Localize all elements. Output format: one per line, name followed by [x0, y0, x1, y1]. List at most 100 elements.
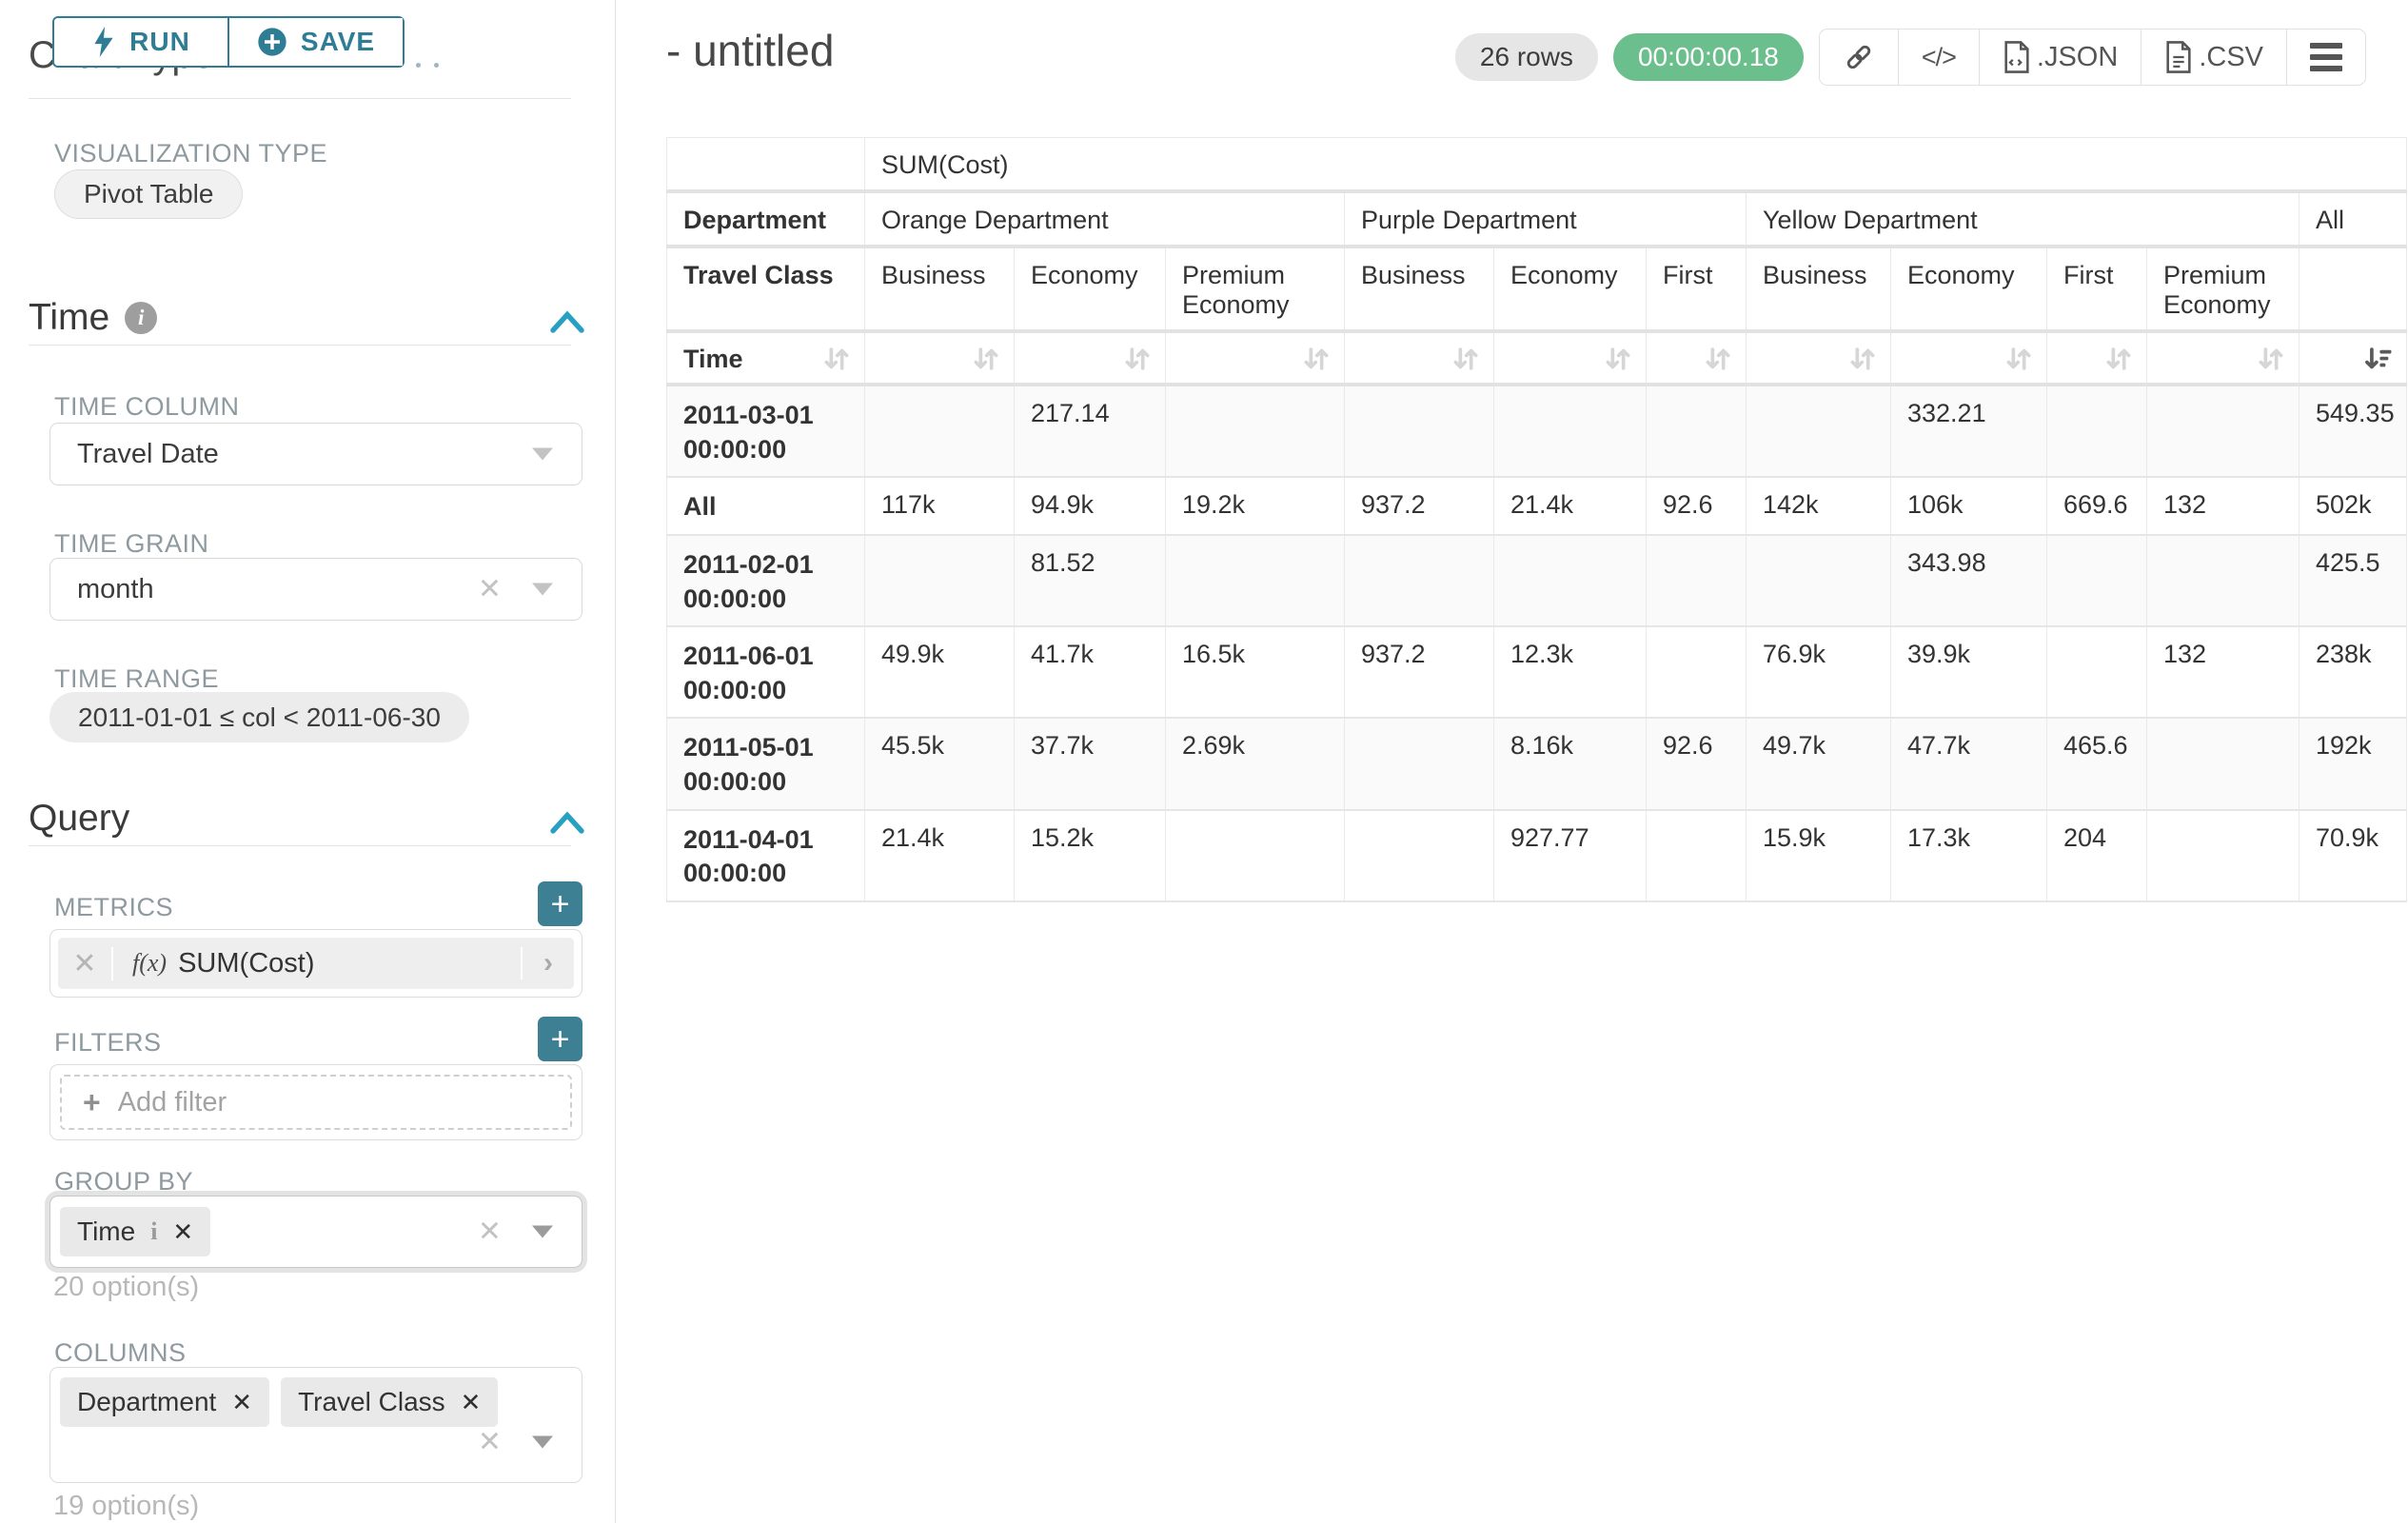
sort-icon[interactable]	[1300, 343, 1332, 375]
code-icon: </>	[1921, 42, 1957, 71]
add-filter-label: Add filter	[117, 1086, 227, 1118]
collapse-chevron-icon[interactable]	[550, 310, 584, 333]
pivot-value-cell	[1344, 809, 1494, 901]
chart-title[interactable]: - untitled	[666, 26, 835, 75]
pivot-value-cell: 37.7k	[1014, 718, 1166, 810]
pivot-class-header: Business	[1344, 247, 1494, 331]
pivot-value-cell	[1165, 534, 1345, 627]
pivot-value-cell: 217.14	[1014, 385, 1166, 478]
metrics-box: ✕ f(x) SUM(Cost) ›	[49, 929, 582, 998]
pivot-value-cell: 47.7k	[1890, 718, 2047, 810]
clear-icon[interactable]: ✕	[477, 1426, 502, 1458]
pivot-sort-cell	[1165, 331, 1345, 385]
sort-icon[interactable]	[1121, 343, 1154, 375]
json-file-icon	[2004, 41, 2029, 73]
sort-icon[interactable]	[1702, 343, 1734, 375]
clear-icon[interactable]: ✕	[477, 1216, 502, 1248]
chevron-down-icon	[532, 447, 553, 461]
plus-icon: +	[83, 1084, 101, 1119]
sort-icon[interactable]	[2102, 343, 2135, 375]
columns-tag[interactable]: Travel Class ✕	[281, 1377, 499, 1427]
sort-icon[interactable]	[2003, 343, 2035, 375]
divider	[29, 98, 571, 99]
pivot-value-cell	[864, 385, 1015, 478]
columns-select[interactable]: Department ✕ Travel Class ✕ ✕	[49, 1367, 582, 1483]
pivot-sort-cell	[1646, 331, 1747, 385]
group-by-select[interactable]: Time i ✕ ✕	[49, 1196, 582, 1268]
pivot-group-header: All	[2299, 191, 2407, 247]
pivot-time-label: Time	[683, 344, 743, 373]
pivot-value-cell	[1165, 809, 1345, 901]
pivot-value-cell	[1165, 385, 1345, 478]
add-filter-plus-button[interactable]: +	[538, 1017, 582, 1061]
remove-tag-icon[interactable]: ✕	[460, 1387, 482, 1416]
result-controls: 26 rows 00:00:00.18 </> .JSON	[1454, 29, 2366, 86]
pivot-value-cell: 425.5	[2299, 534, 2407, 627]
save-button[interactable]: SAVE	[229, 18, 403, 66]
sort-descending-icon[interactable]	[2362, 343, 2395, 375]
pivot-sort-cell	[1493, 331, 1647, 385]
pivot-value-cell	[1746, 534, 1891, 627]
pivot-corner-time: Time	[666, 331, 865, 385]
sort-icon[interactable]	[820, 343, 853, 375]
sort-icon[interactable]	[1450, 343, 1482, 375]
chevron-down-icon	[532, 1225, 553, 1238]
chevron-right-icon[interactable]: ›	[521, 947, 574, 979]
time-section-title: Time	[29, 297, 110, 338]
table-row: 2011-04-01 00:00:00 21.4k 15.2k 927.77 15.9k…	[666, 809, 2407, 901]
remove-tag-icon[interactable]: ✕	[231, 1387, 253, 1416]
sort-icon[interactable]	[1602, 343, 1634, 375]
row-count-badge: 26 rows	[1454, 33, 1598, 81]
pivot-value-cell	[2146, 718, 2299, 810]
chevron-down-icon	[532, 583, 553, 596]
time-column-label: TIME COLUMN	[54, 392, 240, 421]
pivot-value-cell: 16.5k	[1165, 626, 1345, 719]
sort-icon[interactable]	[970, 343, 1002, 375]
pivot-value-cell: 92.6	[1646, 718, 1747, 810]
pivot-value-cell: 81.52	[1014, 534, 1166, 627]
pivot-value-cell: 332.21	[1890, 385, 2047, 478]
menu-icon	[2310, 43, 2342, 71]
metric-pill[interactable]: ✕ f(x) SUM(Cost) ›	[58, 938, 574, 989]
export-json-button[interactable]: .JSON	[1979, 30, 2142, 85]
menu-button[interactable]	[2287, 30, 2365, 85]
time-column-select[interactable]: Travel Date	[49, 423, 582, 485]
time-section-header: Time i	[29, 297, 158, 339]
pivot-value-cell: 41.7k	[1014, 626, 1166, 719]
pivot-sort-cell	[864, 331, 1015, 385]
sort-icon[interactable]	[1846, 343, 1879, 375]
run-button[interactable]: RUN	[54, 18, 229, 66]
embed-code-button[interactable]: </>	[1898, 30, 1980, 85]
copy-link-button[interactable]	[1819, 30, 1899, 85]
group-by-tag[interactable]: Time i ✕	[60, 1207, 211, 1256]
remove-metric-icon[interactable]: ✕	[58, 946, 113, 980]
csv-button-label: .CSV	[2199, 41, 2263, 72]
pivot-row-label: All	[666, 477, 865, 535]
time-range-pill[interactable]: 2011-01-01 ≤ col < 2011-06-30	[49, 692, 469, 742]
pivot-value-cell: 192k	[2299, 718, 2407, 810]
pivot-value-cell: 132	[2146, 626, 2299, 719]
add-metric-button[interactable]: +	[538, 881, 582, 926]
pivot-table: SUM(Cost) Department Orange Department Purp…	[666, 137, 2407, 902]
remove-tag-icon[interactable]: ✕	[172, 1216, 194, 1246]
pivot-value-cell: 70.9k	[2299, 809, 2407, 901]
columns-tag[interactable]: Department ✕	[60, 1377, 270, 1427]
add-filter-button[interactable]: + Add filter	[60, 1075, 572, 1130]
pivot-sort-cell	[1890, 331, 2047, 385]
pivot-value-cell	[2046, 626, 2147, 719]
lightning-icon	[94, 27, 113, 57]
pivot-corner-cell	[666, 137, 865, 191]
viz-type-pill[interactable]: Pivot Table	[54, 169, 244, 219]
pivot-value-cell: 669.6	[2046, 477, 2147, 535]
collapse-chevron-icon[interactable]	[550, 811, 584, 834]
clear-icon[interactable]: ✕	[477, 573, 502, 605]
export-csv-button[interactable]: .CSV	[2142, 30, 2287, 85]
pivot-value-cell	[1646, 385, 1747, 478]
pivot-corner-department: Department	[666, 191, 865, 247]
pivot-value-cell	[1344, 718, 1494, 810]
group-by-label: GROUP BY	[54, 1167, 194, 1196]
sort-icon[interactable]	[2255, 343, 2287, 375]
pivot-value-cell: 2.69k	[1165, 718, 1345, 810]
pivot-row-label: 2011-06-01 00:00:00	[666, 626, 865, 719]
time-grain-select[interactable]: month ✕	[49, 558, 582, 621]
